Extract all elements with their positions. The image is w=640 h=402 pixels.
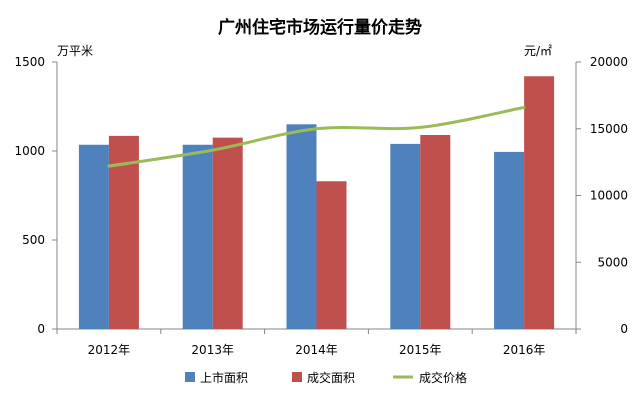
bar-listed-area [182,144,213,329]
y-left-tick-label: 0 [37,322,45,336]
bar-sold-area [108,135,139,329]
legend-label-2: 成交价格 [419,370,467,385]
legend-label-0: 上市面积 [200,370,248,385]
bar-listed-area [390,143,421,329]
legend-label-1: 成交面积 [307,370,355,385]
bar-listed-area [494,151,525,329]
bar-listed-area [78,144,109,329]
y-right-tick-label: 15000 [590,122,628,136]
y-axis-right-label: 元/㎡ [524,44,552,58]
x-tick-label: 2012年 [88,343,131,357]
x-tick-label: 2016年 [503,343,546,357]
y-right-tick-label: 20000 [590,55,628,69]
line-price [107,105,526,168]
x-tick-label: 2015年 [399,343,442,357]
legend: 上市面积 成交面积 成交价格 [185,370,467,385]
x-tick-label: 2014年 [295,343,338,357]
y-left-tick-label: 1500 [14,55,45,69]
y-right-tick-label: 0 [620,322,628,336]
bar-sold-area [316,181,347,329]
legend-swatch-0 [185,372,195,382]
bar-listed-area [286,124,317,329]
y-right-tick-label: 5000 [597,255,628,269]
legend-swatch-1 [292,372,302,382]
x-tick-label: 2013年 [191,343,234,357]
y-left-tick-label: 1000 [14,144,45,158]
bar-sold-area [420,134,451,329]
y-right-tick-label: 10000 [590,189,628,203]
y-axis-left-label: 万平米 [57,44,93,58]
chart-title: 广州住宅市场运行量价走势 [218,17,422,38]
y-left-tick-label: 500 [22,233,45,247]
bar-sold-area [524,76,555,330]
bar-sold-area [212,137,243,329]
